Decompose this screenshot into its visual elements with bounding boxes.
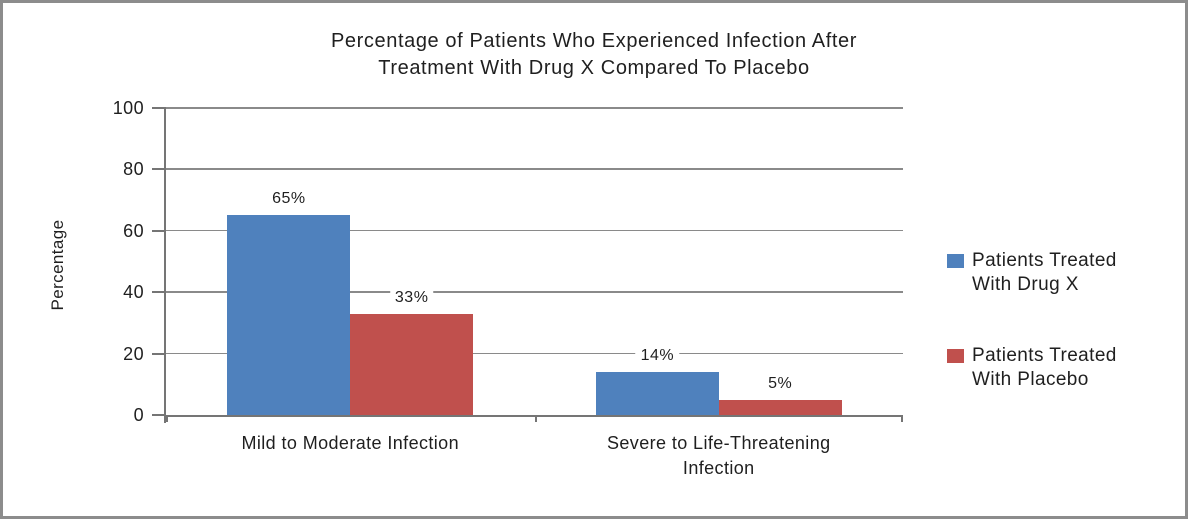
- chart-title-line-2: Treatment With Drug X Compared To Placeb…: [378, 57, 810, 79]
- x-tick-mark-1: [534, 415, 537, 422]
- y-tick-label-60: 60: [123, 220, 144, 241]
- y-axis-line: [164, 108, 166, 423]
- legend: Patients Treated With Drug X Patients Tr…: [947, 249, 1152, 392]
- y-tick-label-80: 80: [123, 159, 144, 180]
- x-category-label: Severe to Life-Threatening Infection: [606, 433, 831, 478]
- y-tick-mark-100: [152, 107, 166, 109]
- gridline-40: [166, 291, 903, 293]
- bar-value-label: 33%: [389, 287, 434, 308]
- y-axis-title: Percentage: [48, 219, 67, 311]
- gridline-20: [166, 352, 903, 355]
- bar-series1-cat0: [350, 313, 474, 415]
- y-tick-label-20: 20: [123, 343, 144, 364]
- legend-swatch-placebo: [947, 349, 964, 363]
- bar-series0-cat0: [227, 215, 351, 415]
- legend-label-placebo: Patients Treated With Placebo: [972, 345, 1117, 390]
- chart-title-line-1: Percentage of Patients Who Experienced I…: [330, 30, 858, 52]
- x-tick-mark-2: [901, 415, 903, 422]
- y-tick-label-100: 100: [112, 98, 144, 118]
- chart-title: Percentage of Patients Who Experienced I…: [3, 28, 1185, 82]
- bar-value-label: 5%: [763, 373, 798, 394]
- y-tick-label-0: 0: [133, 405, 144, 425]
- gridline-60: [166, 229, 903, 232]
- x-category-label: Mild to Moderate Infection: [241, 433, 460, 453]
- y-tick-mark-0: [152, 414, 166, 416]
- y-tick-mark-60: [152, 229, 166, 232]
- legend-item-placebo: Patients Treated With Placebo: [947, 344, 1152, 392]
- y-tick-mark-80: [152, 168, 166, 171]
- y-tick-mark-20: [152, 352, 166, 355]
- x-tick-mark-0: [166, 415, 168, 422]
- legend-swatch-drug-x: [947, 254, 964, 268]
- x-axis-line: [164, 415, 903, 417]
- y-tick-label-40: 40: [123, 282, 144, 303]
- bar-series0-cat1: [595, 372, 719, 415]
- bar-series1-cat1: [718, 399, 842, 415]
- legend-item-drug-x: Patients Treated With Drug X: [947, 249, 1152, 297]
- bar-value-label: 14%: [635, 346, 680, 367]
- bar-value-label: 65%: [267, 189, 311, 210]
- legend-label-drug-x: Patients Treated With Drug X: [972, 250, 1117, 295]
- gridline-100: [166, 107, 903, 109]
- gridline-80: [166, 168, 903, 170]
- y-tick-mark-40: [152, 291, 166, 294]
